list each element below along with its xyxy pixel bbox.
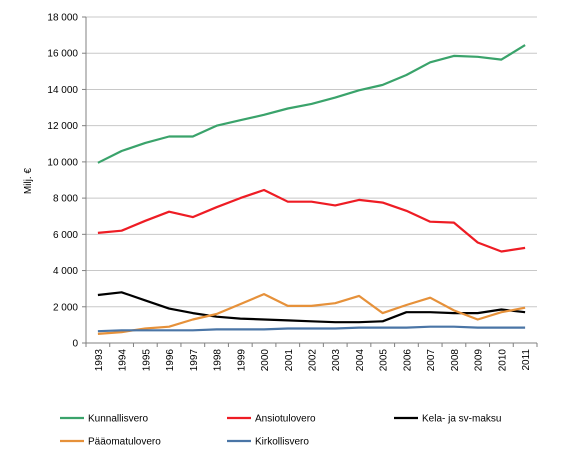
x-tick-label: 2010	[497, 349, 508, 372]
x-tick-label: 2004	[355, 349, 366, 372]
y-axis-label: Milj. €	[23, 168, 34, 195]
x-tick-label: 2007	[426, 349, 437, 372]
y-tick-label: 4 000	[53, 266, 78, 277]
y-tick-label: 10 000	[47, 157, 78, 168]
x-tick-label: 1998	[213, 349, 224, 372]
y-tick-label: 18 000	[47, 13, 78, 24]
y-tick-label: 14 000	[47, 85, 78, 96]
legend-label: Kunnallisvero	[88, 414, 148, 425]
series-line-kela-ja-sv-maksu	[97, 291, 526, 324]
series-line-p-omatulovero	[97, 293, 526, 335]
y-tick-labels: 0 2 000 4 000 6 000 8 000 10 000 12 000 14 000 1…	[47, 13, 78, 350]
x-tick-label: 2006	[402, 349, 413, 372]
x-tick-label: 1996	[165, 349, 176, 372]
series-line-ansiotulovero	[97, 188, 526, 253]
legend-label: Kela- ja sv-maksu	[422, 414, 501, 425]
x-tick-label: 1993	[94, 349, 105, 372]
legend-label: Ansiotulovero	[255, 414, 316, 425]
x-tick-label: 2001	[284, 349, 295, 372]
x-tick-label: 1999	[236, 349, 247, 372]
y-tick-label: 16 000	[47, 49, 78, 60]
x-tick-label: 1997	[189, 349, 200, 372]
y-tick-label: 8 000	[53, 194, 78, 205]
gridlines	[86, 16, 537, 308]
y-tick-label: 0	[72, 339, 78, 350]
x-tick-label: 1995	[141, 349, 152, 372]
x-tick-label: 2009	[474, 349, 485, 372]
x-tick-label: 1994	[118, 349, 129, 372]
legend-label: Kirkollisvero	[255, 437, 309, 448]
x-tick-label: 2000	[260, 349, 271, 372]
y-tick-label: 2 000	[53, 302, 78, 313]
series-lines	[97, 44, 526, 335]
series-line-kirkollisvero	[97, 325, 526, 333]
x-tick-label: 2005	[379, 349, 390, 372]
y-tick-label: 6 000	[53, 230, 78, 241]
x-tick-label: 2011	[521, 349, 532, 371]
legend-label: Pääomatulovero	[88, 437, 161, 448]
legend: Kunnallisvero Ansiotulovero Kela- ja sv-ma…	[60, 414, 501, 448]
axes	[82, 16, 538, 347]
x-tick-label: 2008	[450, 349, 461, 372]
series-line-kunnallisvero	[97, 44, 526, 164]
x-tick-labels: 1993 1994 1995 1996 1997 1998 1999 2000 2001 2002…	[94, 349, 532, 372]
x-tick-label: 2003	[331, 349, 342, 372]
y-tick-label: 12 000	[47, 121, 78, 132]
x-tick-label: 2002	[308, 349, 319, 372]
